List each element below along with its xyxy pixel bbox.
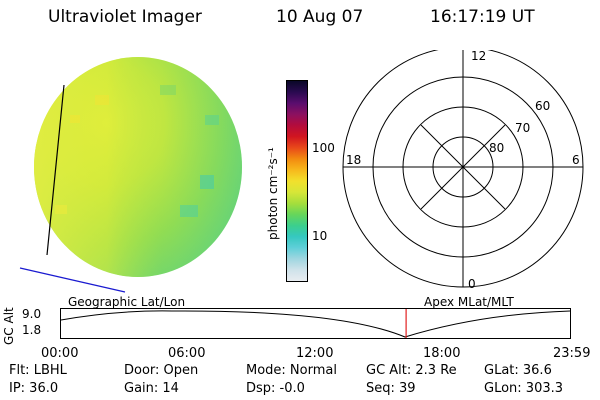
timeline-xtick-1800: 18:00 (423, 346, 461, 361)
status-filter: Flt: LBHL (9, 363, 67, 378)
mlt-label-0: 0 (468, 277, 476, 290)
timeline-left-title: Geographic Lat/Lon (68, 295, 186, 309)
status-glon: GLon: 303.3 (484, 381, 564, 396)
timeline-xtick-0000: 00:00 (41, 346, 79, 361)
status-mode: Mode: Normal (246, 363, 337, 378)
earth-disk (34, 57, 242, 277)
gc-alt-curve (60, 310, 571, 338)
orbit-track-line (19, 267, 126, 293)
timeline-ytick-bottom: 1.8 (22, 323, 42, 337)
mlt-label-12: 12 (471, 50, 486, 63)
status-seq: Seq: 39 (366, 381, 416, 396)
colorbar-unit-label: photon cm⁻²s⁻¹ (266, 147, 280, 240)
lat-label-60: 60 (535, 99, 550, 113)
status-glat: GLat: 36.6 (484, 363, 552, 378)
lat-label-70: 70 (515, 121, 530, 135)
mlt-label-6: 6 (572, 153, 580, 167)
instrument-title: Ultraviolet Imager (48, 7, 202, 27)
status-door: Door: Open (124, 363, 199, 378)
timeline-right-title: Apex MLat/MLT (424, 295, 514, 309)
status-dsp: Dsp: -0.0 (246, 381, 305, 396)
polar-plot: 12 18 6 0 60 70 80 (342, 50, 584, 290)
polar-diagonal-2 (420, 124, 506, 210)
timeline-frame (60, 308, 571, 339)
status-gain: Gain: 14 (124, 381, 179, 396)
time-label: 16:17:19 UT (430, 7, 535, 27)
lat-label-80: 80 (489, 141, 504, 155)
colorbar-tick-100: 100 (312, 141, 335, 155)
timeline-plot (60, 308, 571, 339)
auroral-image (19, 57, 242, 293)
colorbar-tick-10: 10 (312, 229, 328, 243)
timeline-xtick-0600: 06:00 (168, 346, 206, 361)
date-label: 10 Aug 07 (276, 7, 364, 27)
colorbar (286, 80, 308, 282)
timeline-ylabel: GC Alt (2, 307, 16, 345)
status-gc-alt: GC Alt: 2.3 Re (366, 363, 457, 378)
timeline-ytick-top: 9.0 (22, 307, 42, 321)
timeline-xtick-2359: 23:59 (553, 346, 591, 361)
status-ip: IP: 36.0 (9, 381, 59, 396)
terminator-line (46, 84, 65, 256)
timeline-xtick-1200: 12:00 (296, 346, 334, 361)
mlt-label-18: 18 (346, 153, 361, 167)
